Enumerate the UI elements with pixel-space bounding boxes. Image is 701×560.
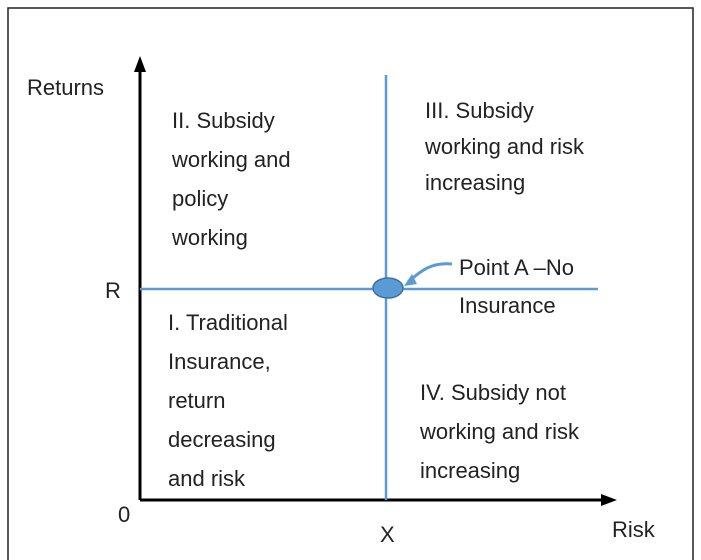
quadrant-text: increasing	[425, 170, 525, 195]
x-mark: X	[380, 522, 395, 547]
quadrant-text: working and risk	[419, 419, 580, 444]
quadrant-text: III. Subsidy	[425, 98, 534, 123]
quadrant-text: working	[171, 225, 248, 250]
quadrant-text: I. Traditional	[168, 310, 288, 335]
point-label: Insurance	[459, 293, 556, 318]
y-arrow	[134, 56, 146, 72]
quadrant-text: working and risk	[424, 134, 585, 159]
r-label: R	[105, 278, 121, 303]
quadrant-text: and risk	[168, 466, 246, 491]
origin-label: 0	[118, 502, 130, 527]
quadrant-text: IV. Subsidy not	[420, 380, 566, 405]
point-a	[372, 277, 404, 299]
frame	[7, 7, 694, 560]
x-arrow	[601, 494, 617, 506]
quadrant-text: working and	[171, 147, 291, 172]
point-label: Point A –No	[459, 255, 574, 280]
quadrant-text: Insurance,	[168, 349, 271, 374]
x-label: Risk	[612, 517, 656, 542]
quadrant-text: policy	[172, 186, 228, 211]
quadrant-text: increasing	[420, 458, 520, 483]
quadrant-text: return	[168, 388, 225, 413]
pointer-arrowhead	[404, 274, 417, 286]
quadrant-text: II. Subsidy	[172, 108, 275, 133]
y-label: Returns	[27, 75, 104, 100]
quadrant-text: decreasing	[168, 427, 276, 452]
